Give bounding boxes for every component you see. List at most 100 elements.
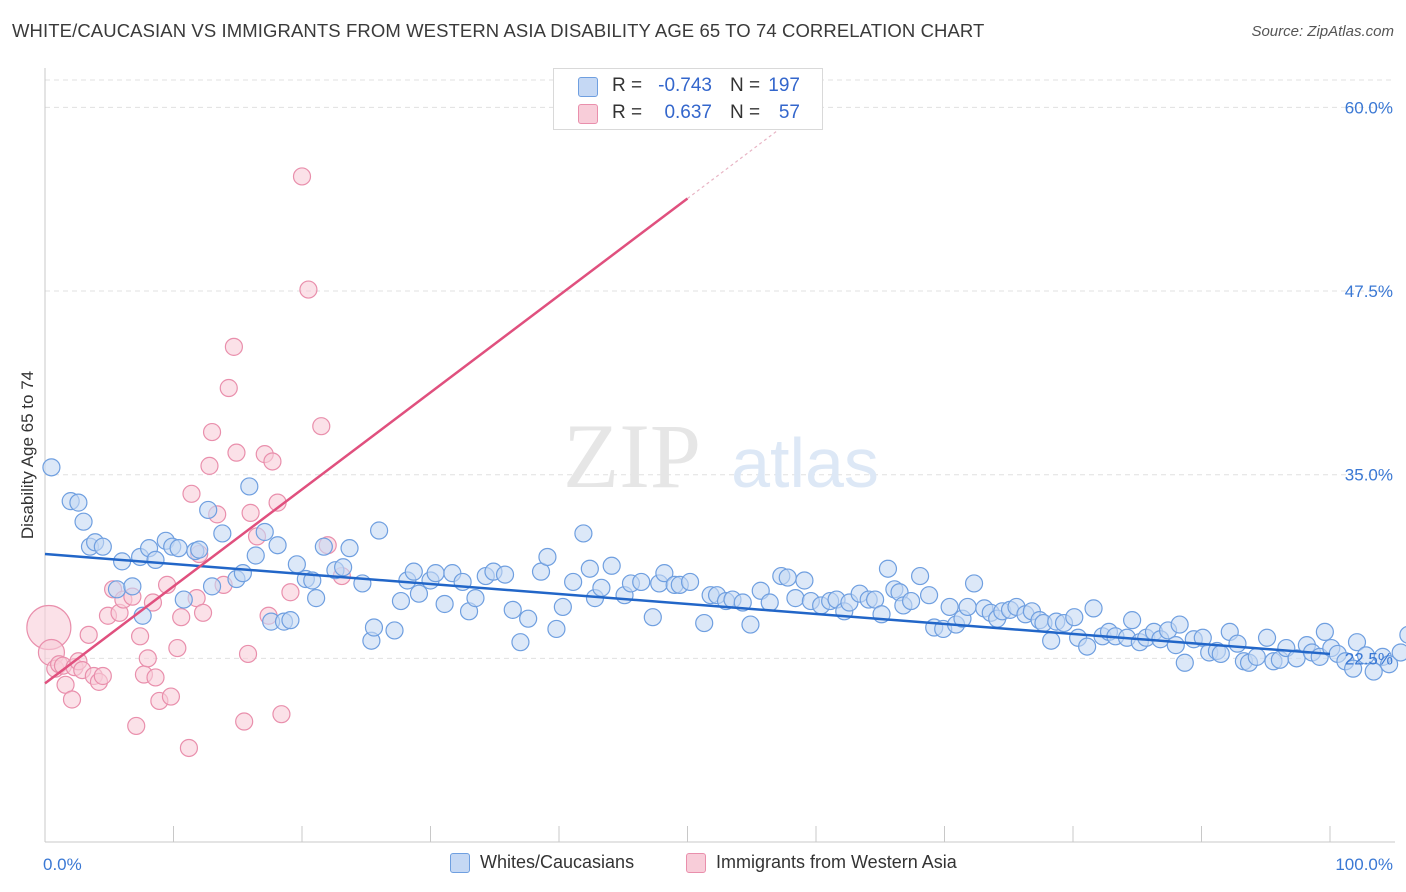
data-point-whites xyxy=(233,564,252,583)
stats-row-western-asia: R = 0.637 N = 57 xyxy=(554,102,824,126)
data-point-whites xyxy=(1123,611,1142,630)
data-point-whites xyxy=(795,571,814,590)
stats-n-label: N = xyxy=(730,75,761,96)
data-point-western-asia xyxy=(130,627,150,646)
data-point-whites xyxy=(307,589,326,608)
data-point-whites xyxy=(340,539,359,558)
data-point-whites xyxy=(538,547,557,567)
data-point-western-asia xyxy=(235,712,254,731)
data-point-whites xyxy=(1166,636,1185,655)
data-point-whites xyxy=(202,577,222,596)
stats-r-label: R = xyxy=(612,75,643,96)
data-point-whites xyxy=(511,633,530,652)
legend-item-whites[interactable]: Whites/Caucasians xyxy=(450,852,634,873)
data-point-western-asia xyxy=(172,608,191,627)
legend-label-whites: Whites/Caucasians xyxy=(480,852,635,872)
source-label: Source: ZipAtlas.com xyxy=(1251,23,1394,40)
legend-swatch-western-asia xyxy=(686,852,706,873)
trend-line-whites xyxy=(44,552,1331,656)
data-point-western-asia xyxy=(312,417,331,436)
axes xyxy=(44,68,1395,843)
data-point-whites xyxy=(680,572,700,592)
data-point-whites xyxy=(910,566,930,586)
data-point-western-asia xyxy=(161,687,181,706)
data-point-whites xyxy=(370,521,389,540)
data-point-whites xyxy=(1247,647,1266,666)
data-point-whites xyxy=(1257,628,1277,647)
data-point-western-asia xyxy=(138,649,157,668)
data-point-whites xyxy=(1211,644,1230,664)
data-point-whites xyxy=(74,512,93,531)
data-point-whites xyxy=(174,590,193,609)
data-point-western-asia xyxy=(168,638,187,658)
data-point-whites xyxy=(632,572,651,592)
data-point-whites xyxy=(435,594,454,614)
data-point-western-asia xyxy=(146,668,165,687)
data-point-whites xyxy=(391,591,411,611)
data-point-whites xyxy=(123,577,142,596)
data-point-western-asia xyxy=(292,167,312,186)
data-point-whites xyxy=(695,613,714,633)
data-point-whites xyxy=(564,572,583,592)
data-point-whites xyxy=(547,619,566,639)
data-point-whites xyxy=(426,564,445,583)
data-point-whites xyxy=(364,618,384,637)
data-point-whites xyxy=(1380,655,1399,674)
data-point-whites xyxy=(281,611,300,630)
data-point-whites xyxy=(503,600,522,619)
data-point-whites xyxy=(1315,622,1334,642)
data-point-whites xyxy=(146,550,165,570)
stats-n-value: 197 xyxy=(768,75,800,96)
data-point-whites xyxy=(1364,662,1383,681)
data-point-whites xyxy=(466,589,485,608)
data-point-western-asia xyxy=(281,583,300,602)
data-point-western-asia xyxy=(272,705,291,724)
legend-swatch-whites xyxy=(450,852,470,873)
stats-n-value: 57 xyxy=(778,102,800,123)
data-point-whites xyxy=(246,546,265,565)
data-point-whites xyxy=(1170,615,1189,634)
data-point-whites xyxy=(592,578,611,597)
data-point-whites xyxy=(901,591,921,611)
watermark-zip: ZIP xyxy=(563,405,701,507)
data-point-whites xyxy=(940,597,959,617)
y-axis-label: Disability Age 65 to 74 xyxy=(18,371,37,539)
stats-r-label: R = xyxy=(612,102,643,123)
data-point-western-asia xyxy=(202,422,222,442)
data-point-whites xyxy=(1078,637,1097,656)
data-point-whites xyxy=(93,537,112,556)
data-point-western-asia xyxy=(224,337,243,356)
y-tick-label: 35.0% xyxy=(1345,466,1393,485)
stats-r-value: 0.637 xyxy=(664,102,712,123)
data-point-whites xyxy=(268,536,287,555)
data-point-whites xyxy=(778,568,797,587)
data-point-whites xyxy=(602,556,621,575)
data-point-western-asia xyxy=(62,690,82,709)
data-point-whites xyxy=(190,540,209,559)
stats-r-value: -0.743 xyxy=(658,75,712,96)
legend: Whites/Caucasians Immigrants from Wester… xyxy=(0,852,1406,878)
trend-lines xyxy=(44,110,1331,685)
data-point-whites xyxy=(255,522,274,542)
data-point-whites xyxy=(1347,633,1367,652)
data-point-western-asia xyxy=(93,666,112,686)
data-point-whites xyxy=(107,580,127,599)
data-point-whites xyxy=(1042,631,1061,650)
data-point-whites xyxy=(878,559,898,578)
x-tick-label: 100.0% xyxy=(1335,855,1393,874)
data-point-western-asia xyxy=(263,452,282,471)
data-point-whites xyxy=(760,593,779,612)
chart-title: WHITE/CAUCASIAN VS IMMIGRANTS FROM WESTE… xyxy=(12,20,985,41)
data-point-whites xyxy=(1399,626,1406,644)
data-point-whites xyxy=(1084,599,1103,618)
legend-item-western-asia[interactable]: Immigrants from Western Asia xyxy=(686,852,957,873)
trend-line-western-asia xyxy=(44,197,689,685)
data-point-whites xyxy=(643,608,662,627)
data-point-whites xyxy=(519,609,538,628)
data-point-western-asia xyxy=(127,716,146,736)
data-point-whites xyxy=(786,589,805,608)
data-point-whites xyxy=(655,564,674,583)
data-point-western-asia xyxy=(241,503,260,522)
data-point-western-asia xyxy=(182,484,201,503)
